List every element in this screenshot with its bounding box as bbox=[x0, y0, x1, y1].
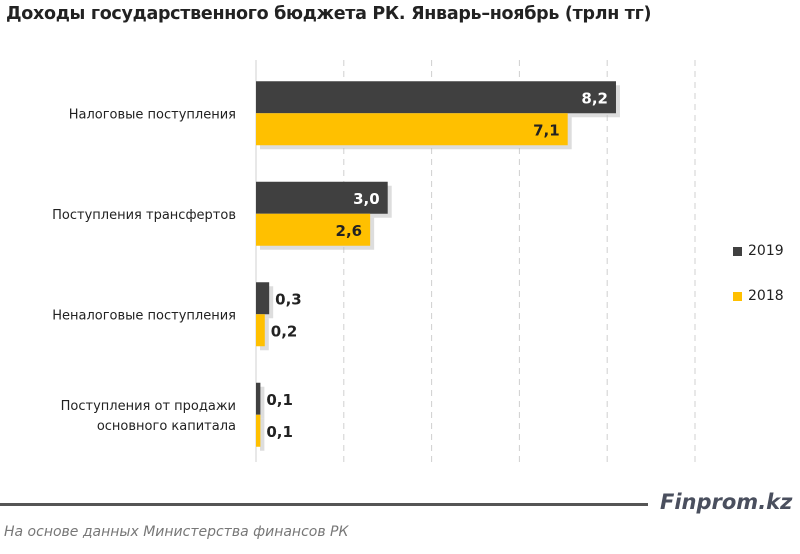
bar-2019 bbox=[256, 81, 616, 114]
footnote: На основе данных Министерства финансов Р… bbox=[4, 524, 349, 540]
bar-2019 bbox=[256, 181, 388, 214]
bar-2019 bbox=[256, 382, 261, 415]
data-label: 7,1 bbox=[533, 121, 560, 139]
category-label: Поступления трансфертов bbox=[52, 208, 236, 223]
legend-item-2019: 2019 bbox=[733, 240, 784, 262]
bar-2018 bbox=[256, 113, 568, 146]
data-label: 2,6 bbox=[336, 222, 363, 240]
bar-2019 bbox=[256, 282, 270, 315]
bar-2018 bbox=[256, 213, 371, 246]
legend-swatch-2019 bbox=[733, 246, 742, 256]
legend: 2019 2018 bbox=[733, 240, 784, 330]
category-label: Налоговые поступления bbox=[69, 107, 236, 122]
data-label: 0,1 bbox=[266, 423, 293, 441]
bar-shadow bbox=[260, 418, 265, 451]
category-label: Неналоговые поступления bbox=[52, 308, 236, 323]
bar-2018 bbox=[256, 414, 261, 447]
category-label: Поступления от продажи bbox=[61, 399, 236, 414]
data-label: 8,2 bbox=[581, 89, 608, 107]
legend-label: 2018 bbox=[748, 288, 784, 304]
data-label: 0,2 bbox=[271, 322, 298, 340]
footer-divider bbox=[0, 503, 648, 506]
legend-swatch-2018 bbox=[733, 291, 742, 301]
data-label: 3,0 bbox=[353, 190, 380, 208]
bar-shadow bbox=[260, 386, 265, 419]
brand-logo: Finprom.kz bbox=[660, 490, 793, 514]
legend-label: 2019 bbox=[748, 243, 784, 259]
bar-2018 bbox=[256, 314, 265, 347]
chart-title: Доходы государственного бюджета РК. Янва… bbox=[6, 4, 652, 24]
data-label: 0,1 bbox=[266, 391, 293, 409]
category-label: основного капитала bbox=[97, 419, 236, 434]
data-label: 0,3 bbox=[275, 290, 302, 308]
legend-item-2018: 2018 bbox=[733, 285, 784, 307]
